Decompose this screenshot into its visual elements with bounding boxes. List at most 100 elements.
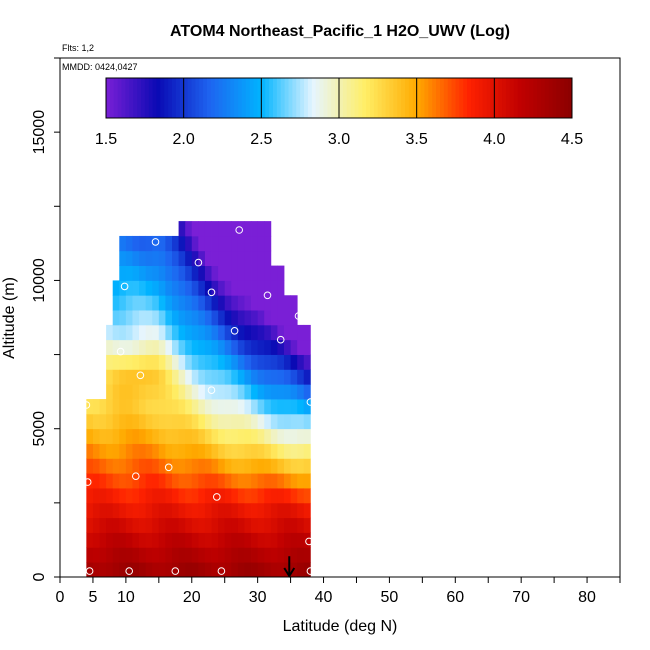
heatmap-cell: [198, 532, 206, 548]
heatmap-cell: [145, 458, 153, 474]
colorbar-tick-label: 3.5: [406, 131, 428, 148]
heatmap-cell: [178, 221, 186, 237]
colorbar-swatch: [203, 78, 208, 118]
heatmap-cell: [178, 428, 186, 444]
heatmap-cell: [112, 354, 120, 370]
heatmap-cell: [204, 443, 212, 459]
heatmap-cell: [284, 458, 291, 474]
heatmap-cell: [185, 532, 193, 548]
heatmap-cell: [165, 428, 173, 444]
heatmap-cell: [185, 458, 193, 474]
heatmap-cell: [99, 443, 107, 459]
heatmap-cell: [264, 458, 272, 474]
colorbar-swatch: [432, 78, 437, 118]
colorbar-swatch: [540, 78, 546, 118]
heatmap-cell: [172, 458, 179, 474]
heatmap-cell: [106, 339, 114, 355]
colorbar-swatch: [315, 78, 321, 118]
colorbar-swatch: [129, 78, 134, 118]
heatmap-cell: [112, 324, 120, 341]
heatmap-cell: [244, 532, 252, 548]
heatmap-cell: [178, 488, 186, 504]
heatmap-cell: [112, 399, 120, 415]
colorbar-tick-label: 4.5: [561, 131, 583, 148]
heatmap-cell: [165, 354, 173, 370]
heatmap-cell: [237, 324, 245, 341]
heatmap-cell: [152, 562, 160, 578]
x-tick-label: 80: [578, 589, 596, 606]
colorbar-swatch: [265, 78, 270, 118]
heatmap-cell: [139, 354, 147, 370]
heatmap-cell: [277, 517, 285, 533]
heatmap-cell: [191, 265, 199, 281]
heatmap-cell: [92, 517, 100, 533]
colorbar-swatch: [269, 78, 274, 118]
colorbar-swatch: [521, 78, 526, 118]
heatmap-cell: [231, 473, 239, 489]
heatmap-cell: [119, 354, 127, 370]
heatmap-cell: [125, 310, 133, 326]
heatmap-cell: [257, 354, 265, 370]
heatmap-cell: [231, 384, 239, 400]
heatmap-cell: [139, 458, 147, 474]
heatmap-cell: [251, 428, 259, 444]
colorbar-swatch: [447, 78, 453, 118]
heatmap-cell: [145, 384, 153, 400]
heatmap-cell: [185, 265, 193, 281]
heatmap-cell: [290, 473, 298, 489]
heatmap-cell: [125, 295, 133, 311]
heatmap-cell: [112, 488, 120, 504]
heatmap-cell: [297, 517, 305, 533]
heatmap-cell: [244, 488, 252, 504]
heatmap-cell: [158, 547, 166, 563]
heatmap-cell: [139, 502, 147, 519]
heatmap-cell: [303, 517, 311, 533]
heatmap-cell: [152, 339, 160, 355]
heatmap-cell: [158, 339, 166, 355]
heatmap-cell: [198, 473, 206, 489]
heatmap-cell: [211, 221, 219, 237]
heatmap-cell: [92, 413, 100, 430]
heatmap-cell: [198, 265, 206, 281]
y-axis: 0 5000 10000 15000: [31, 57, 60, 581]
heatmap-cell: [106, 488, 114, 504]
heatmap-cell: [237, 265, 245, 281]
heatmap-cell: [211, 295, 219, 311]
heatmap-cell: [231, 458, 239, 474]
profile-point: [207, 288, 216, 297]
colorbar-swatch: [172, 78, 177, 118]
colorbar-swatch: [257, 78, 262, 118]
heatmap-cell: [231, 517, 239, 533]
heatmap-cell: [211, 339, 219, 355]
heatmap-cell: [257, 399, 265, 415]
colorbar-swatch: [397, 78, 402, 118]
heatmap-cell: [172, 339, 179, 355]
heatmap-cell: [270, 532, 278, 548]
colorbar-swatch: [296, 78, 301, 118]
heatmap-cell: [264, 221, 272, 237]
heatmap-cell: [237, 384, 245, 400]
colorbar-swatch: [373, 78, 379, 118]
heatmap-cell: [158, 562, 166, 578]
heatmap-cell: [92, 428, 100, 444]
heatmap-cell: [257, 384, 265, 400]
colorbar-swatch: [199, 78, 204, 118]
heatmap-cell: [270, 369, 278, 385]
heatmap-cell: [145, 280, 153, 296]
heatmap-cell: [185, 310, 193, 326]
heatmap-cell: [185, 547, 193, 563]
heatmap-cell: [92, 443, 100, 459]
heatmap-cell: [218, 428, 226, 444]
colorbar-swatch: [121, 78, 126, 118]
heatmap-cell: [132, 369, 140, 385]
heatmap-cell: [119, 413, 127, 430]
colorbar-swatch: [218, 78, 223, 118]
heatmap-cell: [152, 265, 160, 281]
heatmap-cell: [264, 443, 272, 459]
heatmap-cell: [257, 295, 265, 311]
heatmap-cell: [303, 547, 311, 563]
heatmap-cell: [132, 413, 140, 430]
heatmap-cell: [106, 369, 114, 385]
profile-point: [136, 371, 145, 380]
heatmap-cell: [145, 295, 153, 311]
